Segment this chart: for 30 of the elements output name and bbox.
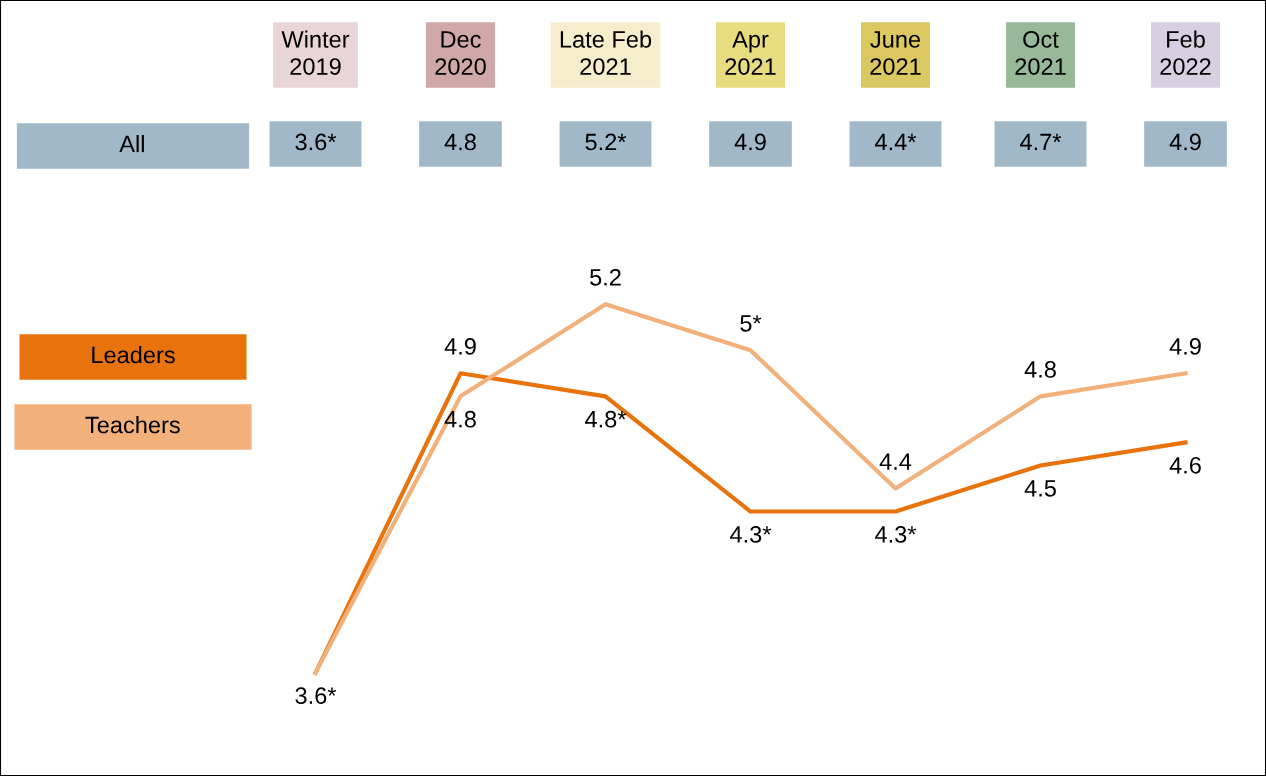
x-tick-label: Dec 2020 bbox=[435, 31, 486, 75]
data-label: 5.2 bbox=[590, 268, 621, 286]
x-tick-label: Winter 2019 bbox=[281, 30, 350, 75]
text: 4.8 bbox=[444, 133, 476, 151]
data-label: 4.8* bbox=[585, 410, 627, 428]
data-label: 4.4 bbox=[879, 453, 912, 470]
x-tick-label: Oct 2021 bbox=[1015, 31, 1066, 75]
x-tick-label: Apr 2021 bbox=[725, 31, 776, 75]
text: 3.6* bbox=[295, 133, 337, 151]
text: 4.9 bbox=[1169, 133, 1201, 151]
data-label: 5* bbox=[740, 315, 762, 332]
x-tick-label: Feb 2022 bbox=[1160, 30, 1211, 75]
data-label: 4.9 bbox=[1169, 338, 1201, 355]
data-label: 4.8 bbox=[444, 410, 476, 428]
data-label: 4.9 bbox=[444, 338, 476, 355]
text: 4.4* bbox=[875, 133, 917, 151]
data-label: 4.3* bbox=[875, 526, 917, 543]
text: 4.7* bbox=[1020, 133, 1062, 151]
data-label: 4.6 bbox=[1169, 456, 1201, 474]
text: Leaders bbox=[92, 346, 175, 364]
x-tick-label: Late Feb 2021 bbox=[560, 30, 652, 75]
x-tick-label: June 2021 bbox=[870, 31, 921, 75]
data-label: 4.8 bbox=[1024, 361, 1056, 378]
text: Teachers bbox=[85, 415, 180, 434]
data-label: 4.5 bbox=[1024, 480, 1056, 497]
text: All bbox=[119, 135, 144, 153]
data-label: 3.6* bbox=[295, 687, 337, 705]
text: 5.2* bbox=[585, 133, 627, 151]
text: 4.9 bbox=[734, 133, 766, 151]
data-label: 4.3* bbox=[730, 526, 772, 543]
